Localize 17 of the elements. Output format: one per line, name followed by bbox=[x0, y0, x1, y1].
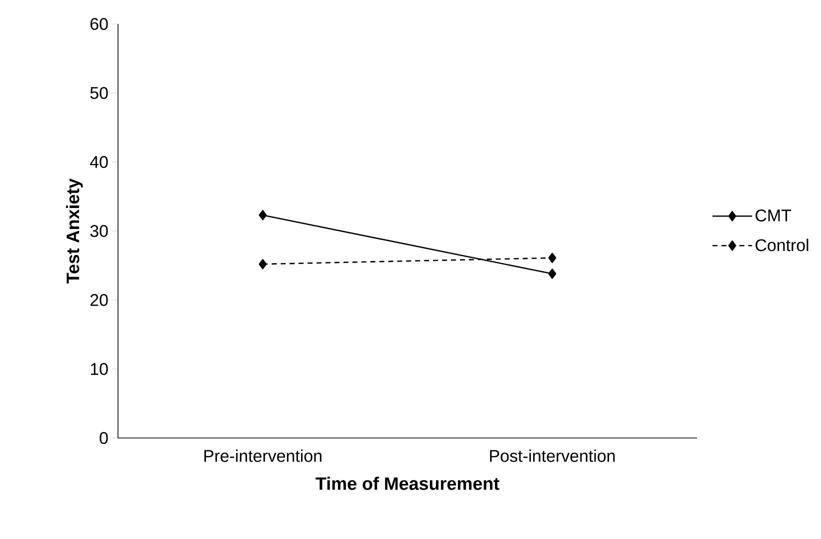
y-tick-label: 60 bbox=[90, 18, 108, 30]
x-axis-title: Time of Measurement bbox=[316, 476, 500, 490]
point bbox=[258, 210, 267, 220]
point bbox=[548, 252, 556, 264]
y-tick-label: 50 bbox=[90, 87, 108, 99]
x-tick-label: Post-intervention bbox=[490, 450, 615, 462]
x-tick-label: Pre-intervention bbox=[204, 450, 322, 462]
y-tick-label: 30 bbox=[90, 225, 108, 237]
legend-label: CMT bbox=[756, 209, 792, 222]
y-tick-label: 20 bbox=[90, 294, 108, 306]
point bbox=[548, 268, 556, 279]
y-tick-label: 0 bbox=[100, 432, 108, 444]
y-tick-label: 10 bbox=[90, 363, 108, 375]
y-axis-title: Test Anxiety bbox=[66, 178, 83, 284]
legend-label: Control bbox=[756, 238, 808, 252]
y-tick-label: 40 bbox=[90, 156, 108, 168]
point bbox=[258, 258, 267, 270]
